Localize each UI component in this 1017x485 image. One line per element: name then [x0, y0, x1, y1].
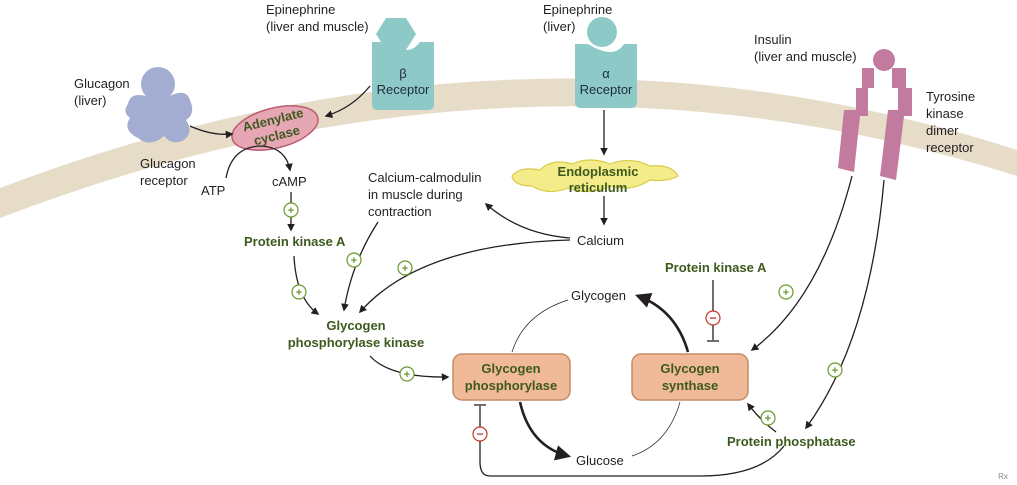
- arrow-calmodulin-to-gpk: [341, 221, 379, 312]
- pathway-arrows: [189, 85, 885, 477]
- camp-label: cAMP: [272, 174, 307, 189]
- epinephrine-alpha-site-label: (liver): [543, 19, 576, 34]
- tyrosine-kinase-receptor-icon: [838, 49, 912, 180]
- plus-sign: +: [778, 284, 794, 300]
- arrow-calcium-to-calmodulin: [484, 202, 571, 239]
- calcium-calmodulin-label: Calcium-calmodulin: [368, 170, 481, 185]
- insulin-label: Insulin: [754, 32, 792, 47]
- epinephrine-alpha-label: Epinephrine: [543, 2, 612, 17]
- plus-sign: +: [397, 260, 413, 276]
- glycogen-phosphorylase-kinase-label: Glycogen: [326, 318, 385, 333]
- beta-receptor-label: Receptor: [377, 82, 430, 97]
- minus-sign: −: [472, 426, 488, 442]
- tyrosine-kinase-label: dimer: [926, 123, 959, 138]
- plus-sign: +: [827, 362, 843, 378]
- thick-arrow-synthase-to-glycogen: [635, 293, 690, 353]
- plus-sign: +: [346, 252, 362, 268]
- glycogen-label: Glycogen: [571, 288, 626, 303]
- glycogen-phosphorylase-label: phosphorylase: [465, 378, 557, 393]
- glycogen-synthase-label: synthase: [662, 378, 718, 393]
- svg-text:−: −: [476, 427, 483, 441]
- thick-arrow-phosphorylase-to-glucose: [518, 401, 572, 461]
- beta-receptor-icon: [372, 18, 434, 110]
- thin-arc-glucose-to-synthase: [631, 401, 681, 457]
- svg-text:+: +: [351, 255, 357, 267]
- glucagon-receptor-label: receptor: [140, 173, 188, 188]
- arrow-atp-to-camp: [225, 145, 293, 179]
- alpha-receptor-label: Receptor: [580, 82, 633, 97]
- svg-text:+: +: [288, 205, 294, 217]
- thin-arc-glycogen-to-phosphorylase: [511, 299, 569, 353]
- endoplasmic-reticulum-icon: [511, 159, 679, 193]
- alpha-receptor-icon: [575, 17, 637, 108]
- svg-text:+: +: [832, 365, 838, 377]
- plus-sign: +: [399, 366, 415, 382]
- protein-phosphatase-label: Protein phosphatase: [727, 434, 856, 449]
- glucagon-label: Glucagon: [74, 76, 130, 91]
- adenylate-cyclase: [231, 105, 319, 151]
- protein-kinase-a-label: Protein kinase A: [244, 234, 346, 249]
- er-label: reticulum: [569, 180, 628, 195]
- calcium-calmodulin-label: contraction: [368, 204, 432, 219]
- watermark-logo: Rx: [998, 472, 1008, 481]
- plus-sign: +: [760, 410, 776, 426]
- plus-sign: +: [283, 202, 299, 218]
- glycogen-phosphorylase-kinase-label: phosphorylase kinase: [288, 335, 425, 350]
- tyrosine-kinase-label: receptor: [926, 140, 974, 155]
- glycogen-synthase-box: [631, 353, 749, 401]
- alpha-symbol: α: [602, 66, 610, 81]
- arrow-insulin-to-synthase: [750, 175, 853, 351]
- arrow-insulin-to-phosphatase: [805, 179, 885, 430]
- tyrosine-kinase-label: kinase: [926, 106, 964, 121]
- arrow-gpk-to-phosphorylase: [369, 355, 450, 382]
- glycogen-phosphorylase-box: [452, 353, 571, 401]
- svg-text:+: +: [783, 287, 789, 299]
- arrow-beta-to-ac: [324, 85, 371, 118]
- glucagon-receptor-icon: [125, 67, 193, 143]
- svg-text:+: +: [296, 287, 302, 299]
- svg-text:+: +: [765, 413, 771, 425]
- epinephrine-beta-site-label: (liver and muscle): [266, 19, 369, 34]
- calcium-label: Calcium: [577, 233, 624, 248]
- glycogen-glucose-cycle: [511, 293, 690, 461]
- svg-text:+: +: [402, 263, 408, 275]
- line-phosphatase-inhibits-phosphorylase: [479, 406, 785, 477]
- svg-text:−: −: [709, 311, 716, 325]
- svg-text:+: +: [404, 369, 410, 381]
- tyrosine-kinase-label: Tyrosine: [926, 89, 975, 104]
- insulin-site-label: (liver and muscle): [754, 49, 857, 64]
- calcium-calmodulin-label: in muscle during: [368, 187, 463, 202]
- plus-sign: +: [291, 284, 307, 300]
- glycogen-phosphorylase-label: Glycogen: [481, 361, 540, 376]
- glycogen-synthase-label: Glycogen: [660, 361, 719, 376]
- beta-symbol: β: [399, 66, 406, 81]
- epinephrine-beta-label: Epinephrine: [266, 2, 335, 17]
- glucose-label: Glucose: [576, 453, 624, 468]
- glucagon-receptor-label: Glucagon: [140, 156, 196, 171]
- glucagon-site-label: (liver): [74, 93, 107, 108]
- protein-kinase-a-label: Protein kinase A: [665, 260, 767, 275]
- arrow-glucagon-to-ac: [189, 125, 234, 139]
- minus-sign: −: [705, 310, 721, 326]
- arrow-calcium-to-gpk: [358, 239, 571, 314]
- er-label: Endoplasmic: [558, 164, 639, 179]
- atp-label: ATP: [201, 183, 225, 198]
